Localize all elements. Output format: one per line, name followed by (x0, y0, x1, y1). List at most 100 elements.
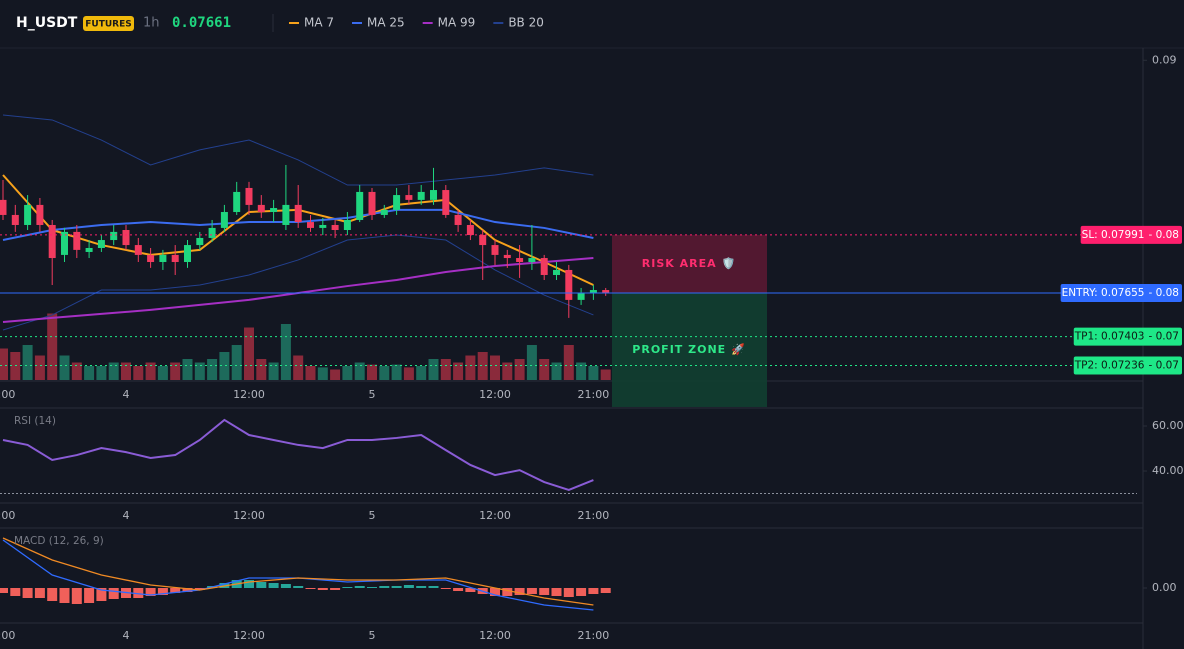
histogram-bar (551, 588, 562, 596)
candle-body (48, 224, 56, 259)
level-axis-label: - 0.08 (1148, 287, 1179, 299)
volume-bar (71, 362, 82, 380)
volume-bar (47, 313, 58, 380)
x-tick-label: 12:00 (479, 629, 511, 642)
volume-bar (317, 367, 328, 380)
volume-bar (403, 367, 414, 380)
x-tick-label: 12:00 (233, 388, 265, 401)
level-name: TP1: 0.07403 (1074, 331, 1145, 343)
candle-body (479, 235, 487, 246)
volume-bar (231, 345, 242, 380)
volume-bar (465, 355, 476, 380)
histogram-bar (305, 588, 316, 589)
level-label-bg (1080, 225, 1182, 244)
candle-body (196, 237, 204, 246)
candle-body (577, 292, 585, 300)
candle-body (540, 258, 548, 275)
candle-body (282, 204, 290, 225)
volume-bar (576, 362, 587, 380)
histogram-bar (576, 588, 587, 596)
volume-bar (305, 366, 316, 380)
candle-body (356, 191, 364, 220)
x-tick-label: 4 (123, 629, 130, 642)
histogram-bar (194, 588, 205, 590)
histogram-bar (539, 588, 550, 595)
candle-body (589, 290, 597, 293)
candle-body (61, 231, 68, 255)
candle-body (171, 254, 179, 263)
volume-bar (477, 352, 488, 380)
level-axis-label: - 0.07 (1148, 331, 1179, 343)
indicator-line (2, 418, 594, 492)
histogram-bar (354, 586, 365, 588)
x-tick-label: 2:00 (0, 509, 15, 522)
volume-bar (428, 359, 439, 380)
histogram-bar (96, 588, 107, 601)
histogram-bar (514, 588, 525, 595)
volume-bar (10, 352, 21, 380)
level-label-bg (1073, 327, 1182, 346)
histogram-bar (157, 588, 168, 595)
histogram-bar (391, 586, 402, 588)
histogram-bar (563, 588, 574, 597)
volume-bar (293, 355, 304, 380)
candle-body (466, 224, 474, 236)
candle-body (270, 208, 278, 213)
histogram-bar (526, 588, 537, 594)
level-name: TP2: 0.07236 (1074, 359, 1145, 371)
x-tick-label: 5 (369, 388, 376, 401)
histogram-bar (428, 586, 439, 588)
volume-bar (563, 345, 574, 380)
last-price: 0.07661 (172, 15, 231, 31)
volume-bar (379, 366, 390, 380)
histogram-bar (59, 588, 70, 603)
candle-body (122, 230, 130, 246)
histogram-bar (182, 588, 193, 592)
volume-bar (526, 345, 537, 380)
histogram-bar (440, 588, 451, 589)
x-tick-label: 21:00 (578, 509, 610, 522)
histogram-bar (379, 586, 390, 588)
histogram-bar (47, 588, 58, 601)
histogram-bar (588, 588, 599, 594)
histogram-bar (108, 588, 119, 599)
volume-bar (539, 359, 550, 380)
volume-bar (268, 362, 279, 380)
candle-body (553, 269, 560, 275)
volume-bar (207, 359, 218, 380)
volume-bar (157, 366, 168, 380)
x-tick-label: 2:00 (0, 388, 15, 401)
histogram-bar (256, 582, 267, 588)
histogram-bar (330, 588, 341, 590)
volume-bar (416, 366, 427, 380)
band-lower (2, 234, 594, 331)
histogram-bar (170, 588, 181, 593)
candle-body (184, 245, 191, 263)
histogram-bar (71, 588, 82, 604)
zone (612, 234, 767, 293)
zone (612, 292, 767, 407)
volume-bar (256, 359, 267, 380)
candle-body (208, 227, 216, 238)
volume-bar (490, 355, 500, 380)
candle-body (147, 254, 155, 263)
candle-body (442, 190, 450, 215)
badge-bg (83, 16, 134, 31)
candle-body (516, 258, 524, 263)
volume-bar (440, 359, 451, 380)
x-tick-label: 21:00 (578, 629, 610, 642)
volume-bar (342, 366, 353, 380)
histogram-bar (367, 587, 377, 588)
volume-bar (182, 359, 193, 380)
level-label: ENTRY: 0.07655- 0.08 (1062, 287, 1179, 299)
candle-body (405, 195, 413, 200)
volume-bar (502, 362, 513, 380)
candle-body (11, 214, 19, 225)
symbol: H_USDT (16, 15, 78, 31)
candle-body (491, 245, 499, 255)
volume-bar (391, 364, 402, 380)
x-tick-label: 12:00 (233, 629, 265, 642)
volume-bar (244, 327, 254, 380)
candle-body (73, 231, 81, 250)
